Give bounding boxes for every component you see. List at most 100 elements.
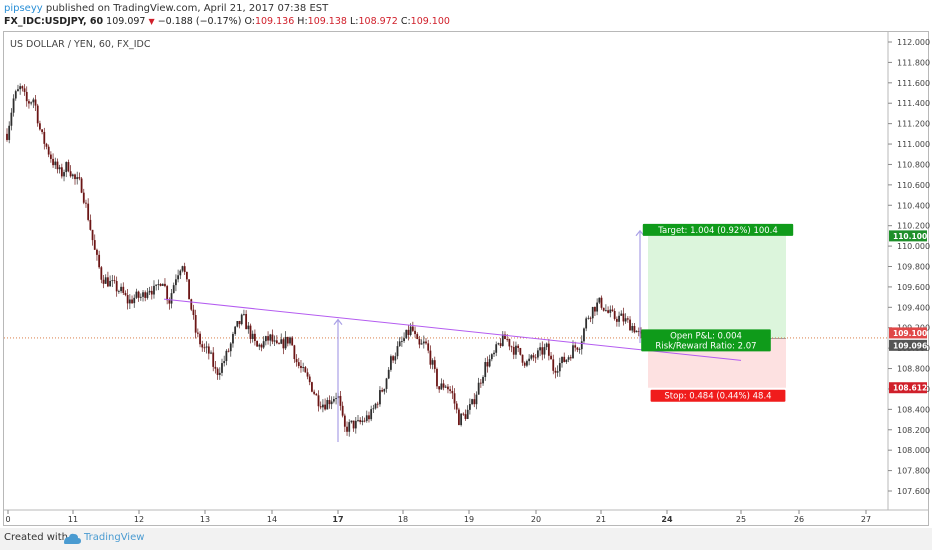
candle xyxy=(98,250,101,269)
stop-label[interactable]: Stop: 0.484 (0.44%) 48.4 xyxy=(650,389,786,402)
candle xyxy=(536,347,539,360)
ohlc-line: FX_IDC:USDJPY, 60 109.097 ▼ −0.188 (−0.1… xyxy=(4,16,450,27)
y-tick-label: 109.800 xyxy=(897,263,930,272)
candle xyxy=(278,342,280,345)
y-tick-label: 108.200 xyxy=(897,426,930,435)
candle xyxy=(210,350,212,355)
svg-text:Open P&L: 0.004: Open P&L: 0.004 xyxy=(670,331,742,341)
candle xyxy=(512,341,515,360)
candle xyxy=(253,329,256,346)
candle xyxy=(275,335,278,345)
svg-text:109.096: 109.096 xyxy=(893,341,927,350)
candle xyxy=(405,329,408,339)
candle xyxy=(383,388,386,395)
candle xyxy=(633,322,636,334)
candle xyxy=(65,161,68,178)
candle xyxy=(124,290,127,297)
candle xyxy=(71,173,74,180)
candle xyxy=(190,298,193,312)
candle xyxy=(449,385,452,394)
target-label[interactable]: Target: 1.004 (0.92%) 100.4 xyxy=(642,223,794,236)
candle xyxy=(218,367,221,380)
candle xyxy=(602,307,605,312)
candle xyxy=(372,404,375,414)
x-tick-label: 19 xyxy=(464,515,474,524)
candle xyxy=(280,333,283,345)
candle xyxy=(631,323,634,333)
price-change: −0.188 (−0.17%) xyxy=(157,16,242,27)
tradingview-brand[interactable]: TradingView xyxy=(84,532,145,543)
candle xyxy=(273,335,276,347)
candle xyxy=(479,378,482,388)
candle xyxy=(567,355,570,363)
svg-text:Stop: 0.484 (0.44%) 48.4: Stop: 0.484 (0.44%) 48.4 xyxy=(664,392,771,402)
candle xyxy=(468,398,471,415)
target-zone[interactable] xyxy=(648,235,786,339)
candle xyxy=(444,384,447,389)
candle xyxy=(284,331,287,350)
candle xyxy=(297,357,300,369)
candle xyxy=(139,293,142,301)
price-badge-entry: 109.096 xyxy=(889,339,927,351)
tradingview-logo-icon[interactable] xyxy=(62,531,82,550)
candle xyxy=(302,362,305,372)
candle xyxy=(543,343,546,359)
candle xyxy=(576,346,579,353)
candle xyxy=(484,357,487,381)
candle xyxy=(532,352,535,362)
candle xyxy=(8,121,11,144)
candle xyxy=(604,304,607,312)
candle xyxy=(243,309,245,316)
candle xyxy=(585,316,588,332)
candle xyxy=(490,353,493,362)
candle xyxy=(30,101,33,106)
candle xyxy=(471,398,473,406)
chart-header: pipseyy published on TradingView.com, Ap… xyxy=(0,0,932,30)
candle xyxy=(361,416,364,426)
candle xyxy=(547,338,550,361)
candle xyxy=(89,214,92,231)
candle xyxy=(629,316,631,331)
candle xyxy=(569,354,572,361)
candle xyxy=(10,108,13,131)
candle xyxy=(574,341,577,352)
measure-arrow[interactable] xyxy=(635,229,645,344)
candle xyxy=(359,417,362,425)
candle xyxy=(144,290,147,302)
open-value: 109.136 xyxy=(254,16,295,27)
candle xyxy=(203,343,206,352)
candle xyxy=(442,379,445,391)
candle xyxy=(596,298,599,316)
candle xyxy=(229,342,232,357)
candle xyxy=(221,358,223,377)
candle xyxy=(293,344,296,363)
candle xyxy=(558,357,561,377)
y-tick-label: 108.400 xyxy=(897,405,930,414)
y-tick-label: 107.600 xyxy=(897,487,930,496)
candle xyxy=(225,349,228,366)
svg-text:Risk/Reward Ratio: 2.07: Risk/Reward Ratio: 2.07 xyxy=(655,341,756,351)
candle xyxy=(201,340,204,352)
svg-text:110.100: 110.100 xyxy=(893,232,927,241)
candle xyxy=(594,306,596,316)
author-link[interactable]: pipseyy xyxy=(4,3,43,14)
candle xyxy=(188,279,190,300)
candle xyxy=(181,265,184,273)
x-tick-label: 21 xyxy=(596,515,606,524)
candle xyxy=(600,295,603,310)
candle xyxy=(54,157,57,170)
candle xyxy=(407,324,410,341)
candle xyxy=(157,279,160,291)
candle xyxy=(85,199,87,208)
candle xyxy=(36,103,39,127)
candle xyxy=(368,411,370,423)
candle xyxy=(17,84,19,92)
candle xyxy=(179,269,182,279)
measure-arrow[interactable] xyxy=(333,318,343,443)
candle xyxy=(624,313,627,324)
x-tick-label: 14 xyxy=(267,515,277,524)
candle xyxy=(69,165,72,178)
candle xyxy=(539,342,541,357)
